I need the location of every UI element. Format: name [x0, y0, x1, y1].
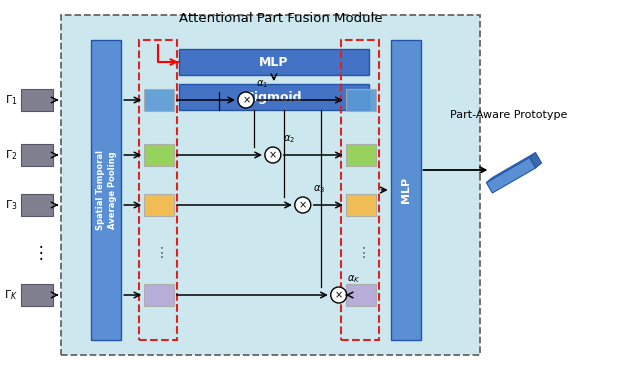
Bar [92, 40, 121, 340]
Bar [22, 284, 53, 306]
Text: $\vdots$: $\vdots$ [32, 242, 43, 262]
Text: Part-Aware Prototype: Part-Aware Prototype [450, 110, 567, 120]
Circle shape [238, 92, 254, 108]
Text: $\times$: $\times$ [241, 95, 250, 105]
Circle shape [295, 197, 311, 213]
Text: Sigmoid: Sigmoid [246, 91, 302, 104]
Text: $\Gamma_{2}$: $\Gamma_{2}$ [5, 148, 17, 162]
Text: $\vdots$: $\vdots$ [154, 245, 164, 259]
Text: MLP: MLP [259, 56, 289, 68]
FancyBboxPatch shape [61, 15, 481, 355]
Text: $\alpha_3$: $\alpha_3$ [313, 183, 325, 195]
Text: $\Gamma_{K}$: $\Gamma_{K}$ [4, 288, 17, 302]
Text: Attentional Part Fusion Module: Attentional Part Fusion Module [179, 12, 383, 25]
Text: $\times$: $\times$ [268, 150, 277, 160]
Text: Spatial Temporal
Average Pooling: Spatial Temporal Average Pooling [96, 150, 116, 230]
Polygon shape [529, 152, 541, 168]
Bar [179, 49, 369, 75]
Bar [22, 144, 53, 166]
Bar [346, 284, 376, 306]
Bar [346, 194, 376, 216]
Text: $\Gamma_{1}$: $\Gamma_{1}$ [5, 93, 17, 107]
Text: $\alpha_2$: $\alpha_2$ [283, 133, 295, 145]
Bar [22, 194, 53, 216]
Text: $\times$: $\times$ [298, 200, 307, 210]
Polygon shape [486, 158, 536, 193]
Text: MLP: MLP [401, 177, 410, 203]
Circle shape [265, 147, 281, 163]
Bar [144, 284, 174, 306]
Text: $\vdots$: $\vdots$ [356, 245, 365, 259]
Text: $\times$: $\times$ [334, 290, 343, 300]
Bar [346, 144, 376, 166]
Bar [144, 144, 174, 166]
Bar [144, 194, 174, 216]
Text: $\alpha_K$: $\alpha_K$ [347, 273, 360, 285]
Bar [346, 89, 376, 111]
Text: $\Gamma_{3}$: $\Gamma_{3}$ [5, 198, 17, 212]
Polygon shape [486, 152, 536, 183]
Bar [144, 89, 174, 111]
Bar [179, 84, 369, 110]
Bar [22, 89, 53, 111]
Bar [390, 40, 420, 340]
Circle shape [331, 287, 347, 303]
Text: $\alpha_1$: $\alpha_1$ [256, 78, 268, 90]
